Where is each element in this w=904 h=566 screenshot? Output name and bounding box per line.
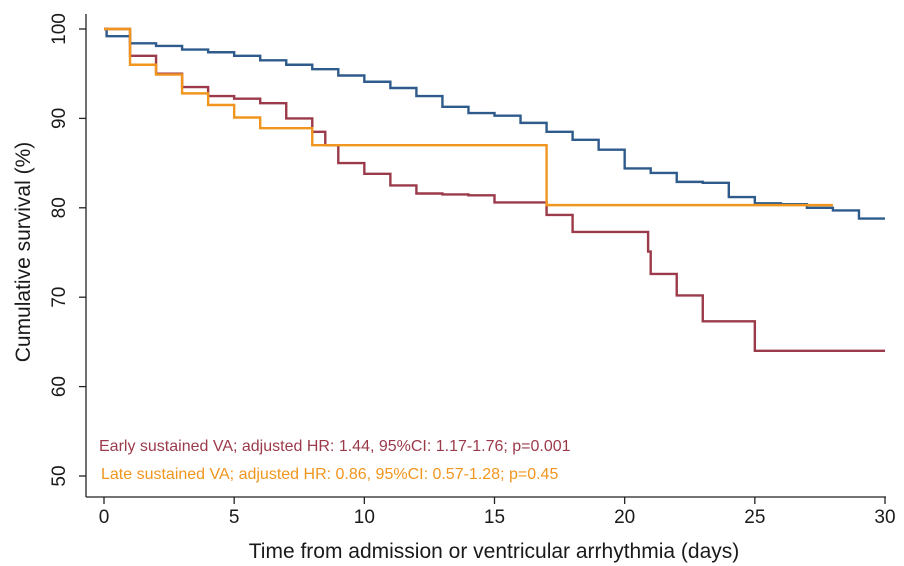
y-axis-label: Cumulative survival (%): [12, 142, 35, 363]
y-tick-label: 80: [49, 197, 70, 218]
series-line-0: [104, 27, 885, 220]
series-line-1: [104, 27, 885, 353]
x-tick-label: 10: [354, 507, 375, 528]
y-tick-label: 100: [49, 13, 70, 45]
x-tick-label: 25: [744, 507, 765, 528]
series-layer: [104, 27, 885, 353]
y-tick-label: 60: [49, 376, 70, 397]
annotation-early-va: Early sustained VA; adjusted HR: 1.44, 9…: [99, 438, 571, 455]
x-tick-label: 5: [229, 507, 240, 528]
axes: 50 60 70 80 90 100 0 5 10 15 20 25 30: [49, 13, 896, 528]
x-tick-label: 15: [484, 507, 505, 528]
x-tick-label: 30: [874, 507, 895, 528]
series-line-2: [104, 27, 833, 207]
y-tick-label: 90: [49, 108, 70, 129]
x-tick-label: 20: [614, 507, 635, 528]
x-tick-label: 0: [99, 507, 110, 528]
y-tick-label: 50: [49, 465, 70, 486]
x-axis-label: Time from admission or ventricular arrhy…: [249, 540, 740, 563]
annotation-late-va: Late sustained VA; adjusted HR: 0.86, 95…: [101, 466, 558, 483]
y-tick-label: 70: [49, 287, 70, 308]
